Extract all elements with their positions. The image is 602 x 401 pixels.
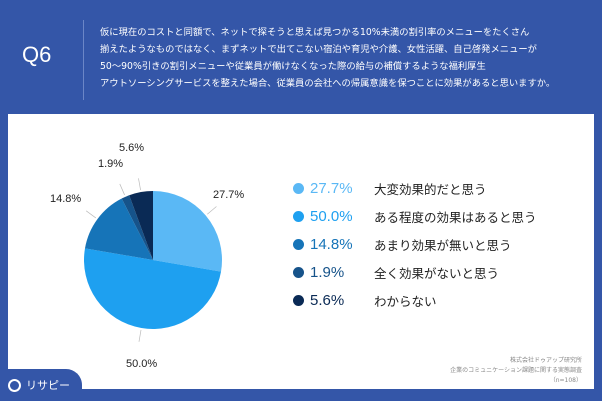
legend-dot-icon (293, 294, 304, 306)
header-divider (83, 20, 84, 100)
legend-item: 14.8% あまり効果が無いと思う (293, 234, 512, 254)
pie-slice (121, 195, 153, 260)
legend-dot-icon (293, 238, 304, 250)
legend-label: あまり効果が無いと思う (374, 237, 512, 253)
legend-pct: 1.9% (310, 263, 345, 281)
pie-label-c: 14.8% (50, 193, 82, 205)
pie-label-a: 27.7% (213, 189, 245, 201)
source-survey: 企業のコミュニケーション課題に関する実態調査 (450, 367, 582, 374)
source-note: 株式会社ドゥアップ研究所 企業のコミュニケーション課題に関する実態調査 （n=1… (450, 356, 582, 386)
question-number: Q6 (22, 42, 52, 67)
pie-label-b: 50.0% (126, 358, 158, 370)
legend-label: 大変効果的だと思う (374, 181, 487, 197)
question-line: 揃えたようなものではなく、まずネットで出てこない宿泊や育児や介護、女性活躍、自己… (100, 44, 537, 55)
legend-dot-icon (293, 182, 304, 194)
legend-pct: 5.6% (310, 291, 345, 309)
legend-pct: 27.7% (310, 179, 353, 197)
question-line: 50〜90%引きの割引メニューや従業員が働けなくなった際の給与の補償するような福… (100, 61, 486, 72)
legend-label: 全く効果がないと思う (374, 265, 500, 281)
logo-text: リサピー (26, 379, 70, 392)
source-sample-size: （n=108） (549, 377, 582, 384)
pie-label-e: 5.6% (119, 142, 145, 154)
pie-slice (153, 191, 222, 272)
legend-label: わからない (374, 293, 437, 309)
legend-item: 5.6% わからない (293, 290, 437, 310)
legend-label: ある程度の効果はあると思う (374, 209, 537, 225)
legend-item: 50.0% ある程度の効果はあると思う (293, 206, 537, 226)
legend-item: 27.7% 大変効果的だと思う (293, 178, 487, 198)
legend-dot-icon (293, 266, 304, 278)
legend-pct: 14.8% (310, 235, 353, 253)
legend-dot-icon (293, 210, 304, 222)
legend-pct: 50.0% (310, 207, 353, 225)
pie-chart (84, 178, 222, 342)
map-pin-icon (8, 378, 21, 392)
question-line: アウトソーシングサービスを整えた場合、従業員の会社への帰属意識を保つことに効果が… (100, 78, 556, 89)
pie-slice (84, 198, 153, 260)
pie-label-d: 1.9% (98, 158, 124, 170)
pie-slice (84, 248, 222, 329)
chart-card: 27.7% 50.0% 14.8% 1.9% 5.6% 27.7% 大変効果的だ… (8, 114, 594, 389)
question-line: 仮に現在のコストと同額で、ネットで探そうと思えば見つかる10%未満の割引率のメニ… (100, 27, 530, 38)
pie-slice (129, 191, 153, 260)
brand-logo: リサピー (8, 377, 70, 393)
legend-item: 1.9% 全く効果がないと思う (293, 262, 499, 282)
question-text: 仮に現在のコストと同額で、ネットで探そうと思えば見つかる10%未満の割引率のメニ… (100, 24, 600, 92)
source-company: 株式会社ドゥアップ研究所 (509, 357, 582, 364)
